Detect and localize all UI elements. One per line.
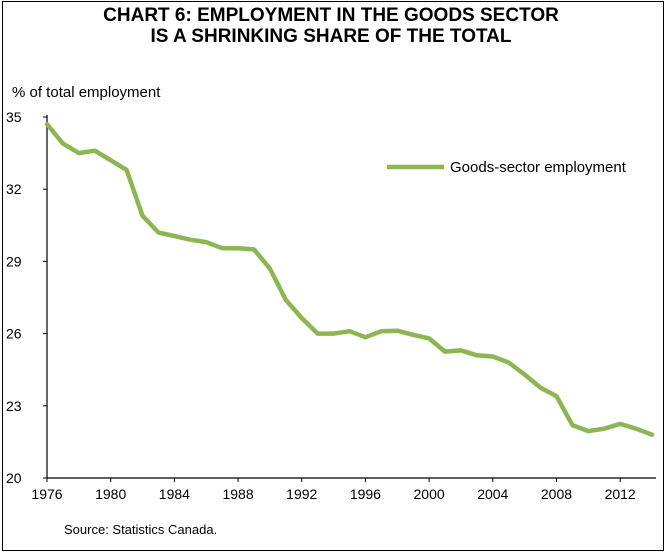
x-tick-label: 1996 [350, 486, 381, 502]
source-note: Source: Statistics Canada. [64, 522, 218, 537]
x-tick-label: 1980 [95, 486, 126, 502]
y-tick-label: 23 [6, 398, 22, 414]
x-tick-label: 2012 [605, 486, 636, 502]
x-tick-label: 1992 [286, 486, 317, 502]
chart-title: CHART 6: EMPLOYMENT IN THE GOODS SECTOR [103, 5, 559, 26]
y-tick-label: 32 [6, 181, 22, 197]
x-tick-label: 1976 [31, 486, 62, 502]
chart-title-block: CHART 6: EMPLOYMENT IN THE GOODS SECTOR … [0, 5, 662, 47]
y-tick-label: 20 [6, 470, 22, 486]
y-axis-label: % of total employment [12, 84, 161, 101]
y-tick-label: 26 [6, 326, 22, 342]
x-tick-label: 1984 [159, 486, 190, 502]
x-tick-label: 1988 [222, 486, 253, 502]
y-tick-label: 29 [6, 253, 22, 269]
x-tick-label: 2004 [477, 486, 508, 502]
legend-label: Goods-sector employment [450, 159, 627, 176]
x-tick-label: 2000 [414, 486, 445, 502]
chart-subtitle: IS A SHRINKING SHARE OF THE TOTAL [150, 26, 512, 47]
x-tick-label: 2008 [541, 486, 572, 502]
y-tick-label: 35 [6, 109, 22, 125]
